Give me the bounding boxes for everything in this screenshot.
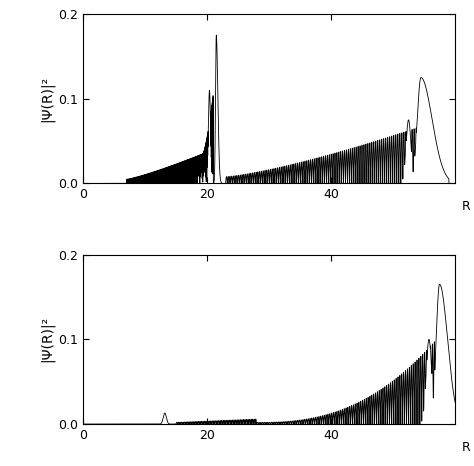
Text: R (a₀): R (a₀) — [462, 200, 474, 213]
Text: R (a₀): R (a₀) — [462, 441, 474, 454]
Y-axis label: |Ψ(R)|²: |Ψ(R)|² — [39, 75, 54, 122]
Y-axis label: |Ψ(R)|²: |Ψ(R)|² — [39, 316, 54, 363]
